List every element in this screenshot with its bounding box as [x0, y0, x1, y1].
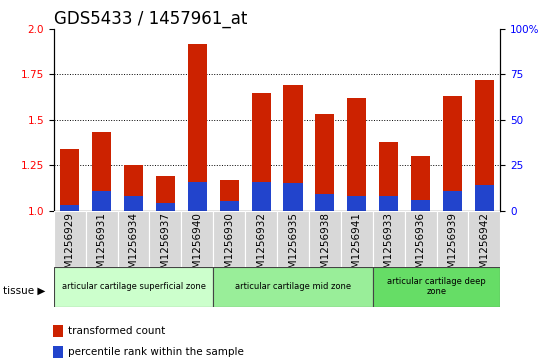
Text: GSM1256941: GSM1256941: [352, 212, 362, 282]
Bar: [315, 194, 335, 211]
Bar: [379, 196, 398, 211]
Bar: [188, 44, 207, 211]
Bar: [188, 182, 207, 211]
FancyBboxPatch shape: [373, 267, 500, 307]
Text: GSM1256933: GSM1256933: [384, 212, 394, 282]
Text: tissue ▶: tissue ▶: [3, 285, 45, 295]
Bar: [284, 183, 302, 211]
Bar: [475, 80, 494, 211]
Bar: [252, 182, 271, 211]
Bar: [220, 180, 239, 211]
FancyBboxPatch shape: [277, 211, 309, 267]
Text: articular cartilage mid zone: articular cartilage mid zone: [235, 282, 351, 291]
FancyBboxPatch shape: [469, 211, 500, 267]
Text: GSM1256936: GSM1256936: [415, 212, 426, 282]
Text: GSM1256942: GSM1256942: [479, 212, 490, 282]
Bar: [443, 96, 462, 211]
FancyBboxPatch shape: [86, 211, 118, 267]
FancyBboxPatch shape: [436, 211, 469, 267]
FancyBboxPatch shape: [54, 267, 213, 307]
Text: articular cartilage superficial zone: articular cartilage superficial zone: [61, 282, 206, 291]
Text: GSM1256940: GSM1256940: [192, 212, 202, 282]
FancyBboxPatch shape: [245, 211, 277, 267]
Bar: [475, 185, 494, 211]
Bar: [156, 176, 175, 211]
Bar: [60, 205, 79, 211]
Bar: [124, 196, 143, 211]
FancyBboxPatch shape: [373, 211, 405, 267]
FancyBboxPatch shape: [213, 211, 245, 267]
Bar: [252, 93, 271, 211]
Bar: [220, 201, 239, 211]
FancyBboxPatch shape: [54, 211, 86, 267]
Bar: [60, 149, 79, 211]
Text: GSM1256931: GSM1256931: [97, 212, 107, 282]
Bar: [379, 142, 398, 211]
Bar: [284, 85, 302, 211]
Text: GDS5433 / 1457961_at: GDS5433 / 1457961_at: [54, 10, 247, 28]
Bar: [315, 114, 335, 211]
Bar: [124, 165, 143, 211]
Text: GSM1256939: GSM1256939: [448, 212, 457, 282]
Bar: [53, 325, 63, 337]
Text: GSM1256935: GSM1256935: [288, 212, 298, 282]
Text: GSM1256937: GSM1256937: [160, 212, 171, 282]
FancyBboxPatch shape: [150, 211, 181, 267]
Text: transformed count: transformed count: [68, 326, 166, 336]
FancyBboxPatch shape: [213, 267, 373, 307]
Text: GSM1256934: GSM1256934: [129, 212, 139, 282]
FancyBboxPatch shape: [309, 211, 341, 267]
FancyBboxPatch shape: [181, 211, 213, 267]
Text: GSM1256930: GSM1256930: [224, 212, 234, 282]
Text: GSM1256932: GSM1256932: [256, 212, 266, 282]
Bar: [411, 156, 430, 211]
Bar: [92, 191, 111, 211]
Bar: [347, 98, 366, 211]
FancyBboxPatch shape: [118, 211, 150, 267]
Bar: [411, 200, 430, 211]
Text: articular cartilage deep
zone: articular cartilage deep zone: [387, 277, 486, 297]
Bar: [443, 191, 462, 211]
Text: GSM1256938: GSM1256938: [320, 212, 330, 282]
Text: GSM1256929: GSM1256929: [65, 212, 75, 282]
FancyBboxPatch shape: [405, 211, 436, 267]
Bar: [92, 132, 111, 211]
Bar: [156, 203, 175, 211]
FancyBboxPatch shape: [341, 211, 373, 267]
Bar: [53, 346, 63, 358]
Text: percentile rank within the sample: percentile rank within the sample: [68, 347, 244, 357]
Bar: [347, 196, 366, 211]
